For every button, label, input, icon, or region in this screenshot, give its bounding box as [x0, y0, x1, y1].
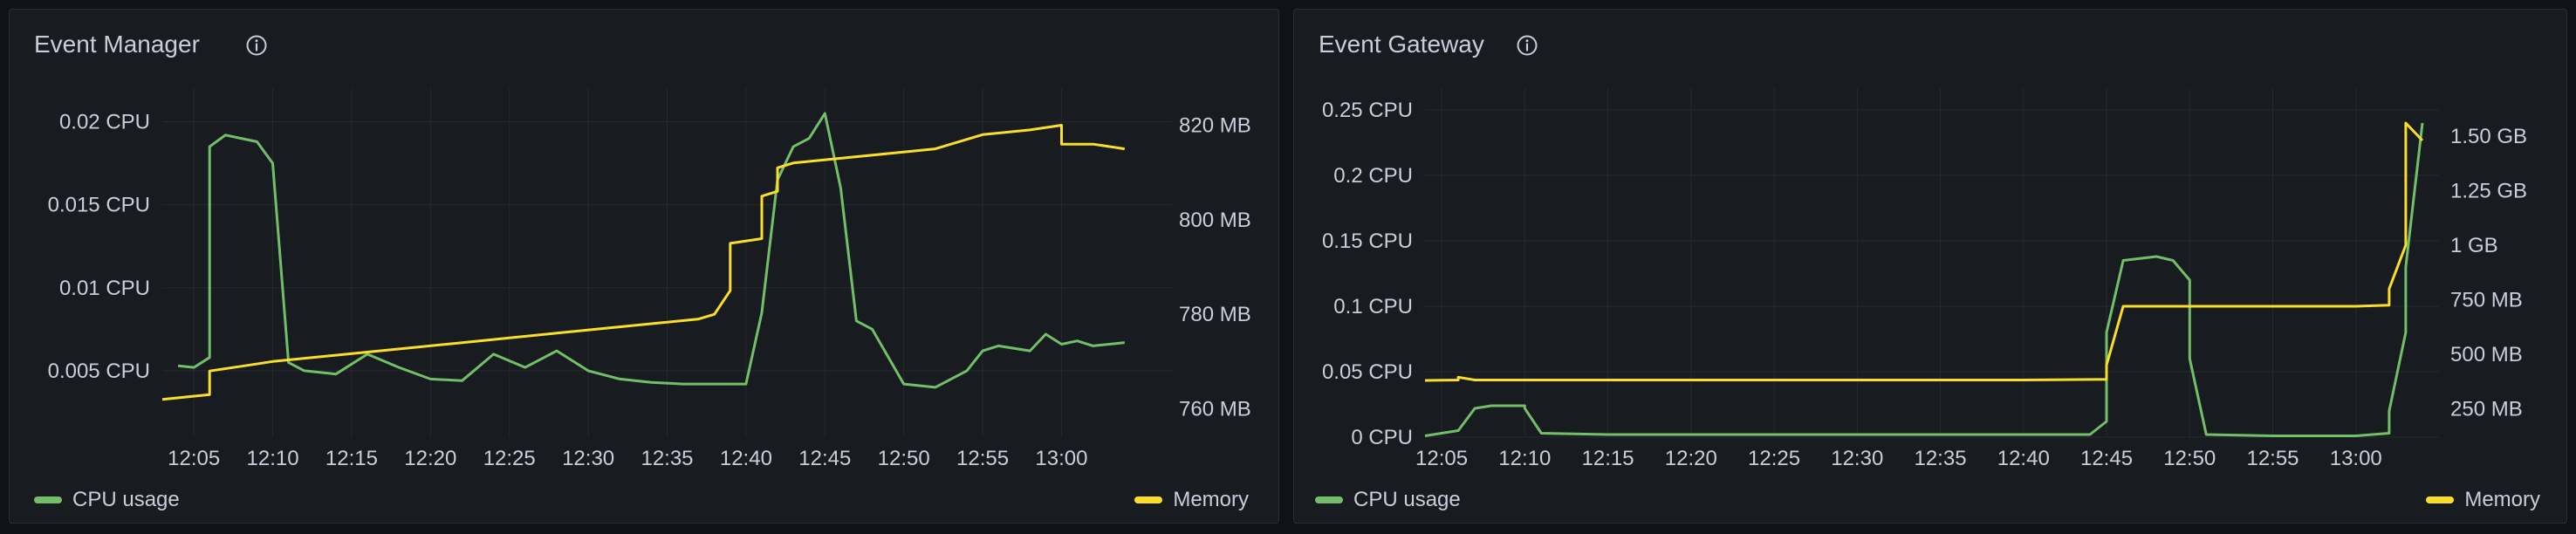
x-tick-label: 13:00 — [2330, 447, 2382, 470]
x-tick-label: 12:40 — [1997, 447, 2050, 470]
legend-memory[interactable]: Memory — [1134, 488, 1249, 512]
x-tick-label: 12:55 — [2246, 447, 2299, 470]
info-icon[interactable] — [245, 34, 268, 57]
legend-cpu-label: CPU usage — [72, 488, 180, 511]
legend-cpu[interactable]: CPU usage — [34, 488, 180, 512]
memory-swatch — [2426, 496, 2455, 503]
x-tick-label: 12:25 — [483, 447, 536, 470]
x-tick-label: 12:05 — [168, 447, 220, 470]
y-right-tick-label: 1.25 GB — [2450, 180, 2527, 203]
y-right-tick-label: 820 MB — [1179, 114, 1251, 138]
legend-cpu[interactable]: CPU usage — [1315, 488, 1461, 512]
y-left-tick-label: 0 CPU — [1351, 426, 1413, 449]
legend-cpu-label: CPU usage — [1353, 488, 1461, 511]
time-series-chart[interactable]: 12:05 12:10 12:15 12:20 12:25 12:30 12:35 12:40… — [10, 10, 1280, 524]
y-right-tick-label: 250 MB — [2450, 398, 2523, 421]
x-tick-label: 12:30 — [562, 447, 614, 470]
cpu-usage-series-line — [1424, 122, 2424, 437]
y-right-tick-label: 780 MB — [1179, 303, 1251, 326]
event-gateway-panel[interactable]: Event Gateway 12:05 12:10 12:15 12:20 12:25 1… — [1293, 9, 2567, 524]
cpu-swatch — [34, 496, 62, 503]
x-tick-label: 12:50 — [2163, 447, 2216, 470]
y-left-tick-label: 0.15 CPU — [1322, 229, 1413, 253]
x-tick-label: 12:10 — [247, 447, 299, 470]
x-tick-label: 12:20 — [1665, 447, 1717, 470]
y-left-tick-label: 0.015 CPU — [48, 194, 150, 217]
x-tick-label: 12:45 — [2080, 447, 2133, 470]
y-right-tick-label: 1 GB — [2450, 234, 2498, 257]
x-tick-label: 12:40 — [720, 447, 772, 470]
x-tick-label: 12:35 — [1914, 447, 1966, 470]
y-left-tick-label: 0.05 CPU — [1322, 360, 1413, 384]
y-left-tick-label: 0.02 CPU — [59, 111, 150, 134]
x-tick-label: 12:30 — [1831, 447, 1883, 470]
y-left-tick-label: 0.1 CPU — [1333, 295, 1413, 318]
y-left-tick-label: 0.01 CPU — [59, 277, 150, 300]
x-tick-label: 12:25 — [1748, 447, 1800, 470]
x-tick-label: 12:45 — [798, 447, 851, 470]
time-series-chart[interactable]: 12:05 12:10 12:15 12:20 12:25 12:30 12:35 12:40… — [1294, 10, 2568, 524]
memory-swatch — [1134, 496, 1163, 503]
x-tick-label: 12:20 — [404, 447, 456, 470]
cpu-usage-series-line — [177, 112, 1125, 389]
y-left-tick-label: 0.005 CPU — [48, 359, 150, 383]
legend-memory[interactable]: Memory — [2426, 488, 2540, 512]
y-right-tick-label: 750 MB — [2450, 289, 2523, 312]
y-right-tick-label: 760 MB — [1179, 398, 1251, 421]
x-tick-label: 12:55 — [956, 447, 1009, 470]
event-manager-panel[interactable]: Event Manager 12:05 12:10 12:15 12:20 12:25 1… — [9, 9, 1279, 524]
legend-memory-label: Memory — [1173, 488, 1249, 511]
x-tick-label: 12:10 — [1498, 447, 1551, 470]
x-tick-label: 12:15 — [325, 447, 378, 470]
memory-series-line — [1424, 121, 2424, 382]
y-right-tick-label: 800 MB — [1179, 209, 1251, 232]
memory-series-line — [161, 124, 1126, 401]
x-tick-label: 12:05 — [1415, 447, 1468, 470]
cpu-swatch — [1315, 496, 1343, 503]
panel-title[interactable]: Event Manager — [34, 31, 200, 58]
x-tick-label: 12:50 — [878, 447, 930, 470]
y-right-tick-label: 1.50 GB — [2450, 125, 2527, 148]
y-left-tick-label: 0.25 CPU — [1322, 99, 1413, 122]
panel-title[interactable]: Event Gateway — [1319, 31, 1484, 58]
info-icon[interactable] — [1516, 34, 1538, 57]
y-left-tick-label: 0.2 CPU — [1333, 164, 1413, 188]
x-tick-label: 12:15 — [1582, 447, 1634, 470]
x-tick-label: 12:35 — [641, 447, 693, 470]
legend-memory-label: Memory — [2464, 488, 2540, 511]
y-right-tick-label: 500 MB — [2450, 343, 2523, 366]
x-tick-label: 13:00 — [1035, 447, 1087, 470]
